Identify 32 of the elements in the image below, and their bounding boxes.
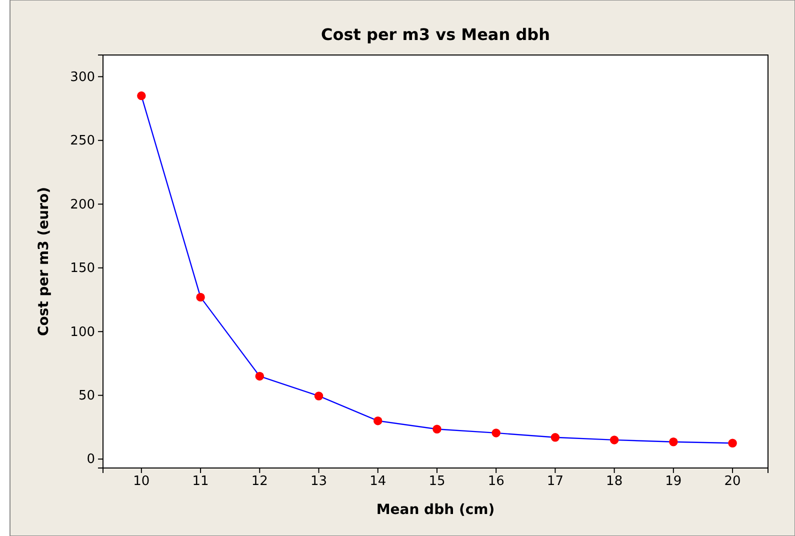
point — [196, 292, 205, 302]
point — [432, 424, 442, 434]
x-tick-label: 17 — [546, 474, 564, 490]
x-tick-label: 18 — [606, 474, 623, 490]
y-tick-label: 0 — [86, 452, 95, 468]
point — [669, 438, 678, 446]
x-tick-label: 20 — [724, 474, 741, 490]
x-tick-label: 12 — [251, 474, 268, 490]
x-tick-label: 11 — [192, 474, 209, 490]
y-tick-label: 250 — [70, 134, 95, 149]
chart-title: Cost per m3 vs Mean dbh — [321, 25, 550, 44]
x-tick-label: 15 — [428, 474, 446, 490]
x-tick-label: 10 — [133, 474, 150, 490]
point — [492, 428, 500, 438]
y-tick-label: 200 — [70, 197, 95, 212]
y-tick-label: 150 — [70, 261, 95, 276]
x-tick-label: 16 — [488, 474, 504, 490]
x-tick-label: 19 — [665, 474, 682, 490]
x-tick-label: 13 — [310, 474, 328, 490]
y-tick-label: 100 — [70, 324, 95, 340]
y-axis-title: Cost per m3 (euro) — [36, 186, 52, 336]
point — [610, 436, 619, 444]
point — [137, 91, 146, 100]
y-tick-label: 50 — [78, 388, 95, 404]
x-tick-label: 14 — [370, 474, 386, 490]
point — [255, 372, 264, 381]
point — [314, 392, 324, 400]
y-tick-label: 300 — [70, 70, 95, 85]
point — [728, 438, 737, 448]
point — [550, 433, 560, 442]
x-axis-title: Mean dbh (cm) — [376, 502, 495, 518]
point — [373, 416, 382, 426]
